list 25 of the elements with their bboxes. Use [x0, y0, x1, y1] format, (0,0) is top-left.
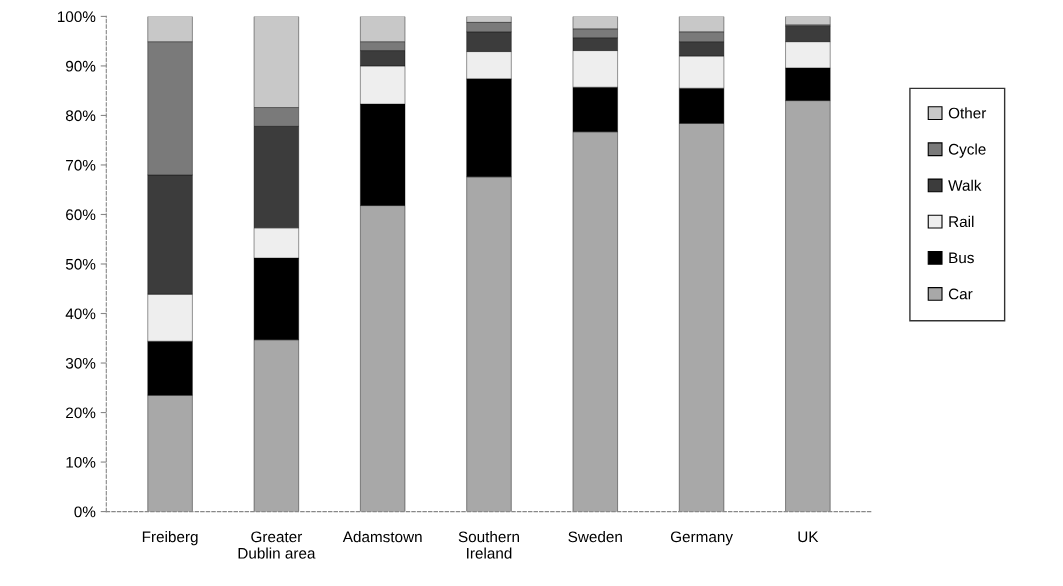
x-tick-label: Greater Dublin area: [238, 531, 316, 559]
x-tick-label: Germany: [670, 531, 733, 546]
y-tick-label: 20%: [66, 407, 96, 419]
legend-label: Rail: [949, 215, 974, 228]
x-tick-label: UK: [798, 531, 819, 543]
y-tick-label: 50%: [65, 258, 96, 270]
y-tick-label: 90%: [66, 60, 96, 72]
legend-label: Walk: [948, 179, 982, 191]
y-tick-label: 40%: [65, 308, 96, 320]
legend-label: Bus: [949, 252, 974, 264]
y-tick-label: 80%: [65, 110, 96, 122]
x-tick-label: Sweden: [568, 531, 622, 543]
legend-label: Car: [948, 288, 973, 300]
y-tick-label: 0%: [74, 506, 96, 518]
y-tick-label: 100%: [57, 11, 96, 23]
bar: [785, 16, 831, 26]
y-tick-label: 70%: [66, 159, 96, 171]
legend-label: Other: [948, 107, 987, 119]
y-tick-label: 10%: [66, 456, 96, 468]
legend-label: Cycle: [948, 143, 986, 158]
x-tick-label: Adamstown: [342, 531, 422, 543]
x-tick-label: Freiberg: [142, 531, 198, 546]
y-tick-label: 60%: [66, 209, 96, 221]
y-tick-label: 30%: [65, 357, 96, 369]
x-tick-label: Southern Ireland: [458, 531, 519, 559]
